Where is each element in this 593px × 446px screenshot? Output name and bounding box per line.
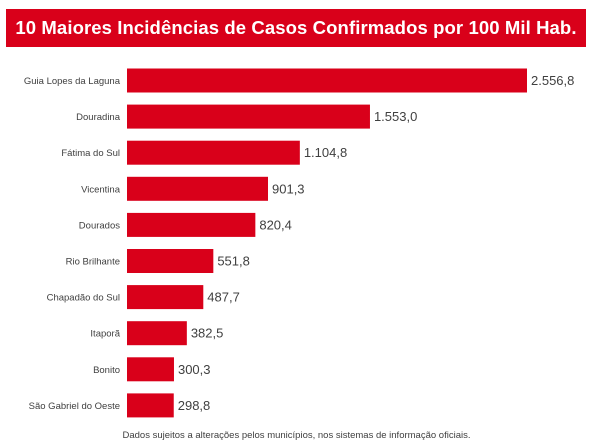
value-label: 1.104,8 <box>304 145 347 160</box>
value-label: 298,8 <box>178 398 211 413</box>
bar <box>127 321 187 346</box>
category-label: Dourados <box>79 220 120 231</box>
value-label: 487,7 <box>207 290 240 305</box>
bar <box>127 212 256 237</box>
category-label: Douradina <box>76 112 121 123</box>
value-label: 1.553,0 <box>374 109 417 124</box>
category-label: Guia Lopes da Laguna <box>24 76 121 87</box>
title-background <box>6 9 586 47</box>
category-label: Rio Brilhante <box>66 257 120 268</box>
bar <box>127 176 269 201</box>
category-label: São Gabriel do Oeste <box>29 401 120 412</box>
category-label: Fátima do Sul <box>61 148 120 159</box>
bar <box>127 357 174 382</box>
bar <box>127 285 204 310</box>
bar <box>127 249 214 273</box>
value-label: 901,3 <box>272 181 305 196</box>
bar <box>127 68 527 93</box>
footnote: Dados sujeitos a alterações pelos municí… <box>122 430 471 441</box>
value-label: 382,5 <box>191 326 224 341</box>
value-label: 551,8 <box>217 254 250 269</box>
bar <box>127 140 300 165</box>
chart-title: 10 Maiores Incidências de Casos Confirma… <box>15 17 577 38</box>
category-label: Itaporã <box>90 329 120 340</box>
bars-group: Guia Lopes da Laguna 2.556,8 Douradina 1.55… <box>24 68 574 418</box>
value-label: 820,4 <box>259 217 292 232</box>
value-label: 2.556,8 <box>531 73 574 88</box>
category-label: Chapadão do Sul <box>47 293 120 304</box>
bar <box>127 104 370 129</box>
category-label: Vicentina <box>81 184 121 195</box>
category-label: Bonito <box>93 365 120 376</box>
bar <box>127 393 174 418</box>
value-label: 300,3 <box>178 362 211 377</box>
